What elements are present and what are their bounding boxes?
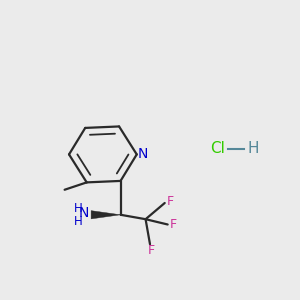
Text: H: H	[74, 215, 83, 228]
Text: F: F	[169, 218, 176, 231]
Text: N: N	[138, 147, 148, 161]
Text: H: H	[74, 202, 83, 215]
Text: F: F	[148, 244, 155, 257]
Text: H: H	[247, 141, 259, 156]
Polygon shape	[91, 211, 121, 219]
Text: Cl: Cl	[210, 141, 225, 156]
Text: F: F	[167, 195, 174, 208]
Text: N: N	[79, 206, 89, 220]
